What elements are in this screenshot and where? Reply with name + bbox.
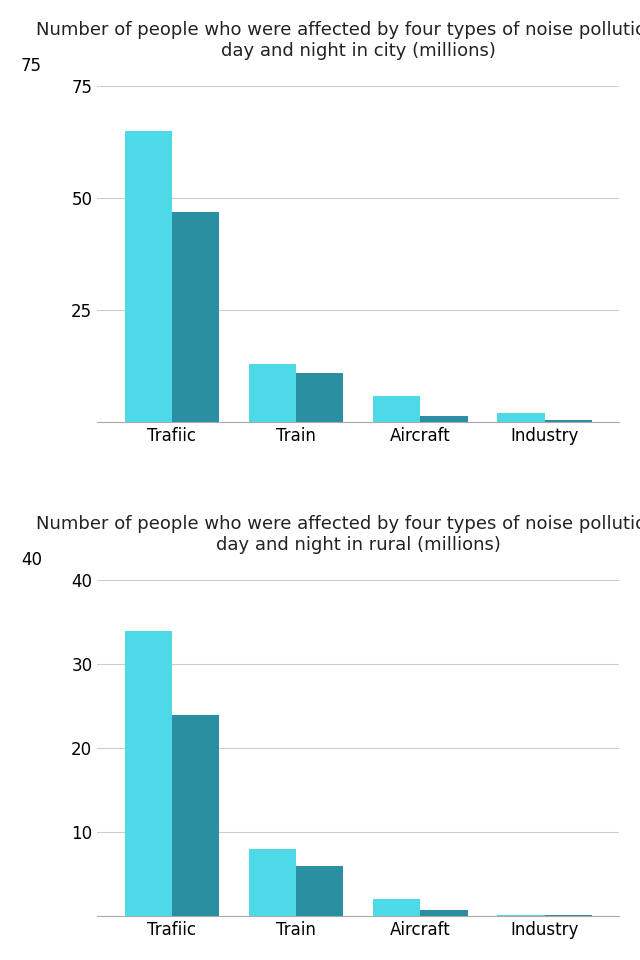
Bar <box>125 631 172 916</box>
Bar <box>497 414 545 422</box>
Bar <box>249 364 296 422</box>
Bar <box>497 915 545 916</box>
Bar <box>420 416 468 422</box>
Bar <box>296 373 343 422</box>
Title: Number of people who were affected by four types of noise pollution in
day and n: Number of people who were affected by fo… <box>36 515 640 554</box>
Bar <box>373 900 420 916</box>
Bar <box>172 212 219 422</box>
Bar <box>296 866 343 916</box>
Bar <box>373 396 420 422</box>
Bar <box>125 131 172 422</box>
Bar <box>545 420 592 422</box>
Title: Number of people who were affected by four types of noise pollution in
day and n: Number of people who were affected by fo… <box>36 21 640 60</box>
Bar <box>249 849 296 916</box>
Bar <box>172 714 219 916</box>
Text: 75: 75 <box>21 57 42 75</box>
Text: 40: 40 <box>21 551 42 569</box>
Bar <box>420 909 468 916</box>
